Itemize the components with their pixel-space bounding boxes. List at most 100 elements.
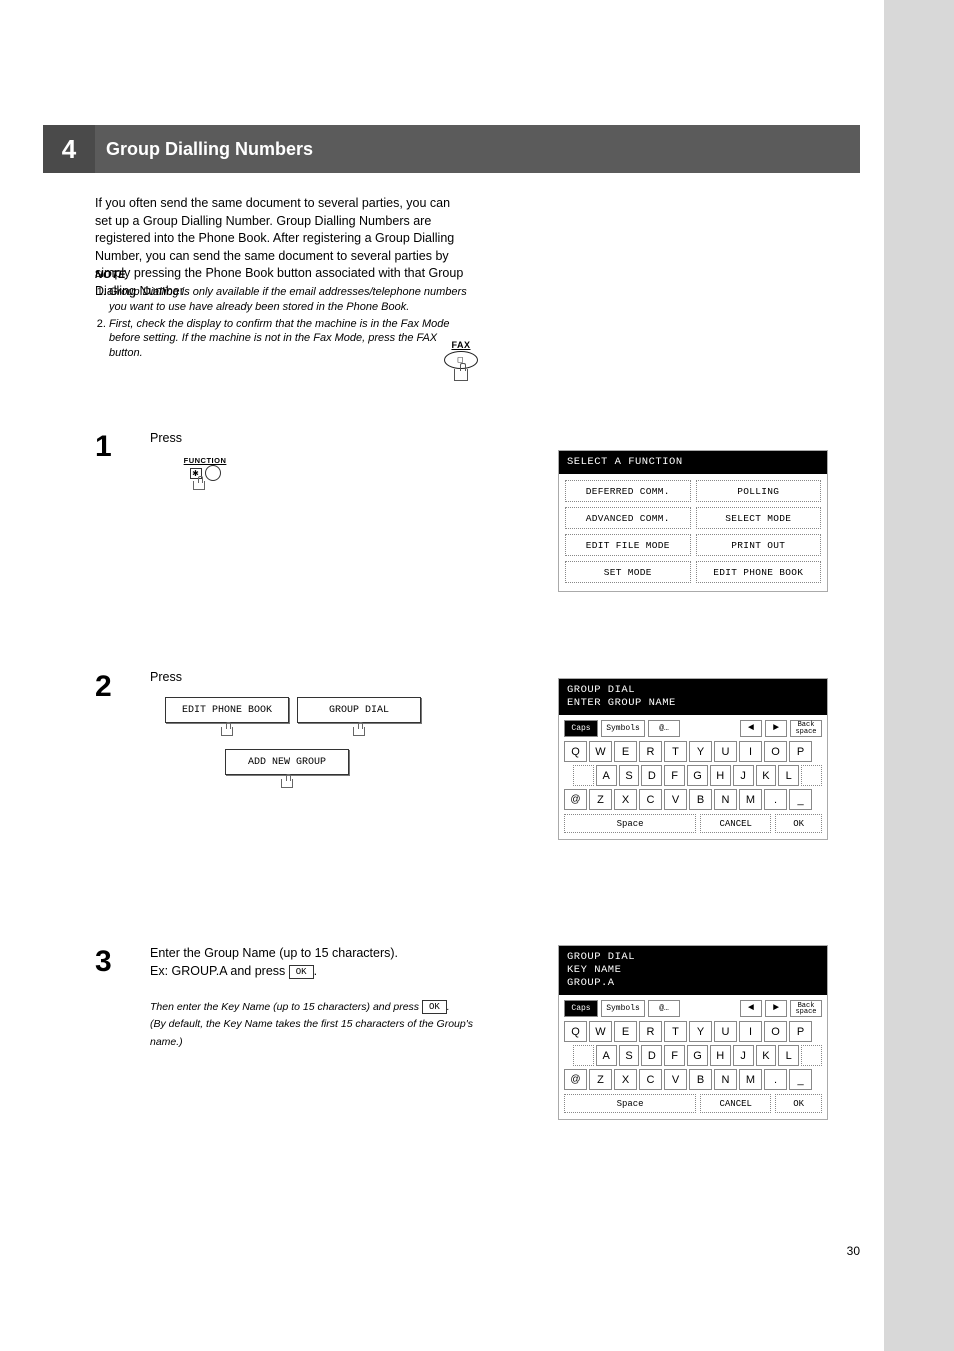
kbd-key[interactable]: J	[733, 1045, 754, 1066]
kbd-key[interactable]: U	[714, 741, 737, 762]
kbd-key[interactable]: R	[639, 1021, 662, 1042]
step-3-example: GROUP.A	[172, 964, 227, 978]
kbd-symbols[interactable]: Symbols	[601, 1000, 645, 1017]
kbd-key[interactable]: Y	[689, 1021, 712, 1042]
kbd-key[interactable]: _	[789, 789, 812, 810]
kbd-key[interactable]: R	[639, 741, 662, 762]
kbd-caps[interactable]: Caps	[564, 720, 598, 737]
kbd-space[interactable]: Space	[564, 1094, 696, 1113]
kbd-at-menu[interactable]: @…	[648, 720, 680, 737]
step-1-text: Press	[150, 431, 182, 445]
kbd-key[interactable]: D	[641, 765, 662, 786]
kbd-key[interactable]: O	[764, 741, 787, 762]
kbd-key[interactable]: Q	[564, 741, 587, 762]
kbd-key[interactable]: N	[714, 1069, 737, 1090]
kbd-key[interactable]: L	[778, 1045, 799, 1066]
kbd-space[interactable]: Space	[564, 814, 696, 833]
kbd-key[interactable]: X	[614, 789, 637, 810]
kbd-ok[interactable]: OK	[775, 814, 822, 833]
kbd-key[interactable]: .	[764, 789, 787, 810]
kbd-left-arrow[interactable]: ◄	[740, 720, 762, 737]
press-hand-icon	[193, 481, 205, 490]
kbd-key[interactable]: K	[756, 1045, 777, 1066]
kbd-edge-left[interactable]	[573, 1045, 594, 1066]
kbd-key[interactable]: F	[664, 765, 685, 786]
kbd-key[interactable]: Z	[589, 789, 612, 810]
kbd-key[interactable]: P	[789, 1021, 812, 1042]
lcd-btn-set-mode[interactable]: SET MODE	[565, 561, 691, 583]
kbd-at-key[interactable]: @	[564, 1069, 587, 1090]
kbd-key[interactable]: C	[639, 1069, 662, 1090]
kbd-key[interactable]: D	[641, 1045, 662, 1066]
kbd-key[interactable]: T	[664, 741, 687, 762]
kbd-key[interactable]: C	[639, 789, 662, 810]
kbd-key[interactable]: H	[710, 1045, 731, 1066]
kbd-key[interactable]: W	[589, 741, 612, 762]
lcd-btn-select-mode[interactable]: SELECT MODE	[696, 507, 822, 529]
step-2-press-label: Press	[150, 670, 182, 684]
lcd-btn-deferred-comm[interactable]: DEFERRED COMM.	[565, 480, 691, 502]
touch-btn-edit-phone-book[interactable]: EDIT PHONE BOOK	[165, 697, 289, 723]
kbd-cancel[interactable]: CANCEL	[700, 814, 771, 833]
touch-btn-add-new-group[interactable]: ADD NEW GROUP	[225, 749, 349, 775]
kbd-key[interactable]: M	[739, 1069, 762, 1090]
kbd-key[interactable]: Z	[589, 1069, 612, 1090]
lcd-btn-print-out[interactable]: PRINT OUT	[696, 534, 822, 556]
kbd-backspace[interactable]: Back space	[790, 720, 822, 737]
kbd-key[interactable]: U	[714, 1021, 737, 1042]
lcd-btn-advanced-comm[interactable]: ADVANCED COMM.	[565, 507, 691, 529]
kbd-key[interactable]: I	[739, 1021, 762, 1042]
kbd-key[interactable]: G	[687, 765, 708, 786]
kbd-key[interactable]: O	[764, 1021, 787, 1042]
kbd-row-1: Q W E R T Y U I O P	[564, 1021, 822, 1042]
kbd-key[interactable]: A	[596, 1045, 617, 1066]
kbd-key[interactable]: B	[689, 789, 712, 810]
kbd-backspace[interactable]: Back space	[790, 1000, 822, 1017]
kbd-key[interactable]: J	[733, 765, 754, 786]
kbd-key[interactable]: Y	[689, 741, 712, 762]
kbd-key[interactable]: K	[756, 765, 777, 786]
kbd-key[interactable]: M	[739, 789, 762, 810]
kbd-right-arrow[interactable]: ►	[765, 1000, 787, 1017]
kbd-key[interactable]: L	[778, 765, 799, 786]
kbd-key[interactable]: E	[614, 741, 637, 762]
kbd-key[interactable]: P	[789, 741, 812, 762]
ok-inline-button: OK	[422, 1000, 447, 1015]
kbd-key[interactable]: .	[764, 1069, 787, 1090]
lcd-btn-polling[interactable]: POLLING	[696, 480, 822, 502]
kbd-caps[interactable]: Caps	[564, 1000, 598, 1017]
section-title-bar: 4 Group Dialling Numbers	[95, 125, 860, 173]
kbd-key[interactable]: G	[687, 1045, 708, 1066]
kbd-symbols[interactable]: Symbols	[601, 720, 645, 737]
kbd-key[interactable]: _	[789, 1069, 812, 1090]
kbd-key[interactable]: E	[614, 1021, 637, 1042]
kbd-key[interactable]: B	[689, 1069, 712, 1090]
kbd-edge-right[interactable]	[801, 1045, 822, 1066]
fax-button-illustration: FAX	[440, 340, 482, 381]
step-3-number: 3	[95, 945, 112, 979]
kbd-key[interactable]: V	[664, 1069, 687, 1090]
kbd-at-menu[interactable]: @…	[648, 1000, 680, 1017]
kbd-key[interactable]: V	[664, 789, 687, 810]
kbd-key[interactable]: S	[619, 765, 640, 786]
kbd-key[interactable]: H	[710, 765, 731, 786]
kbd-key[interactable]: X	[614, 1069, 637, 1090]
kbd-at-key[interactable]: @	[564, 789, 587, 810]
kbd-key[interactable]: N	[714, 789, 737, 810]
kbd-key[interactable]: Q	[564, 1021, 587, 1042]
lcd-btn-edit-file-mode[interactable]: EDIT FILE MODE	[565, 534, 691, 556]
kbd-cancel[interactable]: CANCEL	[700, 1094, 771, 1113]
kbd-key[interactable]: T	[664, 1021, 687, 1042]
kbd-left-arrow[interactable]: ◄	[740, 1000, 762, 1017]
kbd-key[interactable]: I	[739, 741, 762, 762]
lcd-btn-edit-phone-book[interactable]: EDIT PHONE BOOK	[696, 561, 822, 583]
touch-btn-group-dial[interactable]: GROUP DIAL	[297, 697, 421, 723]
kbd-key[interactable]: W	[589, 1021, 612, 1042]
kbd-edge-right[interactable]	[801, 765, 822, 786]
kbd-edge-left[interactable]	[573, 765, 594, 786]
kbd-ok[interactable]: OK	[775, 1094, 822, 1113]
kbd-key[interactable]: A	[596, 765, 617, 786]
kbd-key[interactable]: S	[619, 1045, 640, 1066]
kbd-right-arrow[interactable]: ►	[765, 720, 787, 737]
kbd-key[interactable]: F	[664, 1045, 685, 1066]
